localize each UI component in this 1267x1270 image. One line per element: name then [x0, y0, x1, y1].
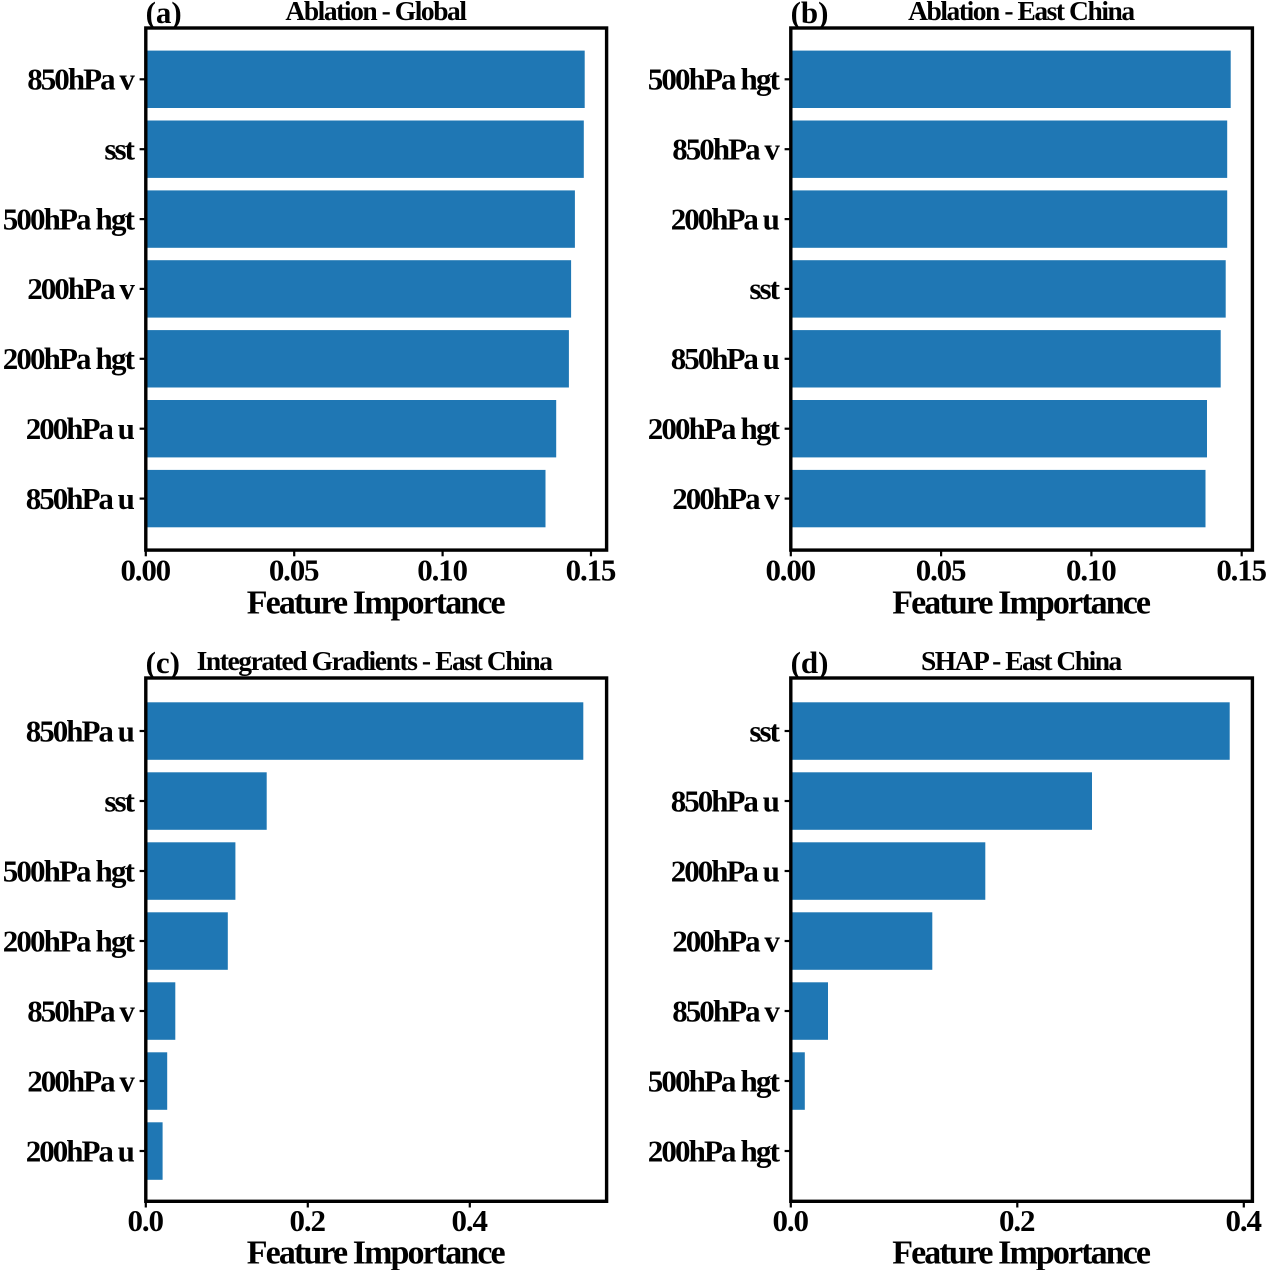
svg-text:200hPa u: 200hPa u: [26, 1133, 135, 1168]
svg-text:850hPa v: 850hPa v: [672, 993, 780, 1028]
svg-text:850hPa u: 850hPa u: [26, 481, 135, 516]
svg-text:0.4: 0.4: [452, 1203, 489, 1238]
svg-text:Feature Importance: Feature Importance: [892, 1234, 1151, 1270]
svg-text:(d): (d): [791, 645, 829, 680]
svg-text:850hPa u: 850hPa u: [671, 783, 780, 818]
svg-text:Feature Importance: Feature Importance: [247, 584, 506, 621]
svg-text:(b): (b): [791, 0, 829, 30]
svg-text:Feature Importance: Feature Importance: [247, 1234, 506, 1270]
svg-text:0.05: 0.05: [916, 553, 967, 588]
svg-text:0.0: 0.0: [773, 1203, 810, 1238]
svg-text:SHAP - East China: SHAP - East China: [921, 645, 1123, 676]
svg-text:500hPa hgt: 500hPa hgt: [3, 853, 136, 888]
svg-text:(a): (a): [146, 0, 182, 30]
svg-text:0.10: 0.10: [417, 553, 468, 588]
svg-text:850hPa v: 850hPa v: [672, 132, 780, 167]
svg-text:200hPa hgt: 200hPa hgt: [648, 1133, 781, 1168]
svg-text:200hPa v: 200hPa v: [27, 271, 135, 306]
svg-text:850hPa v: 850hPa v: [27, 62, 135, 97]
svg-text:850hPa u: 850hPa u: [671, 341, 780, 376]
svg-text:200hPa v: 200hPa v: [672, 481, 780, 516]
svg-text:0.2: 0.2: [999, 1203, 1036, 1238]
svg-text:sst: sst: [104, 132, 135, 167]
svg-text:500hPa hgt: 500hPa hgt: [3, 201, 136, 236]
svg-text:Integrated Gradients - East Ch: Integrated Gradients - East China: [197, 645, 554, 676]
svg-text:500hPa hgt: 500hPa hgt: [648, 62, 781, 97]
svg-text:200hPa u: 200hPa u: [26, 411, 135, 446]
svg-text:0.00: 0.00: [765, 553, 816, 588]
svg-text:850hPa v: 850hPa v: [27, 993, 135, 1028]
svg-text:sst: sst: [104, 783, 135, 818]
svg-text:sst: sst: [749, 713, 780, 748]
svg-text:200hPa hgt: 200hPa hgt: [3, 341, 136, 376]
svg-text:200hPa u: 200hPa u: [671, 853, 780, 888]
svg-text:850hPa u: 850hPa u: [26, 713, 135, 748]
svg-text:0.0: 0.0: [128, 1203, 165, 1238]
svg-text:0.4: 0.4: [1226, 1203, 1263, 1238]
svg-text:0.05: 0.05: [269, 553, 320, 588]
svg-text:0.2: 0.2: [290, 1203, 327, 1238]
svg-text:200hPa v: 200hPa v: [27, 1063, 135, 1098]
svg-text:(c): (c): [146, 645, 180, 680]
svg-text:500hPa hgt: 500hPa hgt: [648, 1063, 781, 1098]
svg-text:200hPa hgt: 200hPa hgt: [3, 923, 136, 958]
svg-text:0.15: 0.15: [566, 553, 617, 588]
svg-text:Ablation - Global: Ablation - Global: [285, 0, 467, 26]
svg-text:0.10: 0.10: [1066, 553, 1117, 588]
svg-text:Feature Importance: Feature Importance: [892, 584, 1151, 621]
svg-text:200hPa v: 200hPa v: [672, 923, 780, 958]
svg-text:Ablation - East China: Ablation - East China: [908, 0, 1135, 26]
svg-text:200hPa u: 200hPa u: [671, 201, 780, 236]
svg-text:0.00: 0.00: [120, 553, 171, 588]
svg-text:0.15: 0.15: [1216, 553, 1267, 588]
svg-text:200hPa hgt: 200hPa hgt: [648, 411, 781, 446]
svg-text:sst: sst: [749, 271, 780, 306]
